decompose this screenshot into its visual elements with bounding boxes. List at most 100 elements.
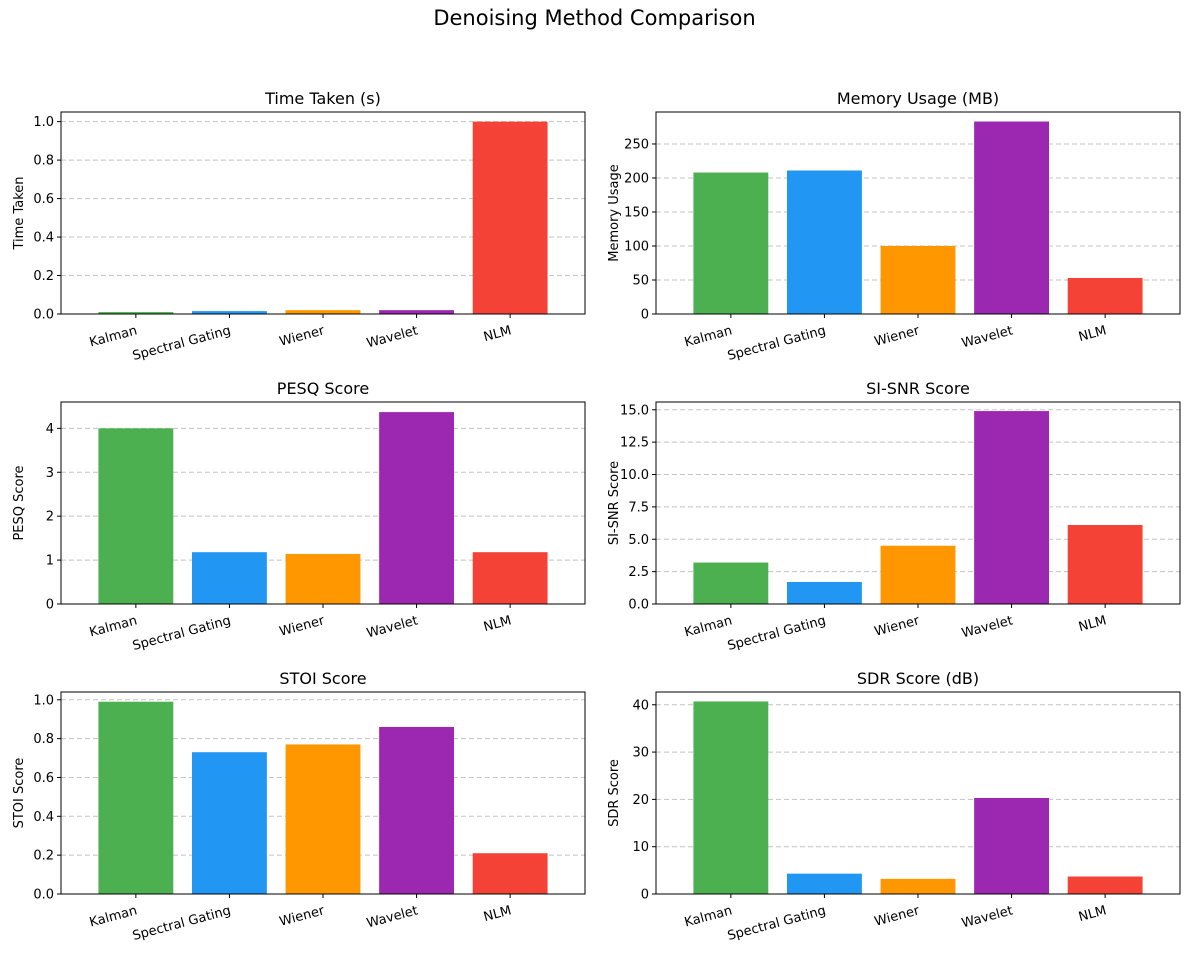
x-tick-label: Wavelet: [365, 613, 419, 641]
bar-wavelet: [379, 726, 454, 894]
chart-title: PESQ Score: [277, 379, 369, 398]
x-tick-label: Spectral Gating: [131, 323, 232, 364]
bar-wiener: [285, 553, 361, 604]
y-tick-label: 0: [46, 598, 54, 613]
x-tick-label: Wavelet: [960, 613, 1014, 641]
y-tick-label: 30: [632, 746, 649, 761]
x-tick-label: Wiener: [873, 613, 922, 640]
bar-spectral-gating: [787, 170, 862, 314]
y-tick-label: 0.2: [33, 269, 54, 284]
y-tick-label: 10: [632, 840, 649, 855]
y-tick-label: 40: [632, 698, 649, 713]
bar-wavelet: [379, 412, 454, 604]
y-axis-label: Time Taken: [12, 176, 27, 250]
y-axis-label: SDR Score: [607, 759, 622, 827]
y-tick-label: 0.0: [628, 598, 649, 613]
bar-wavelet: [379, 310, 454, 314]
x-tick-label: NLM: [482, 613, 513, 635]
y-tick-label: 0.2: [33, 849, 54, 864]
x-tick-label: NLM: [1077, 613, 1108, 635]
y-tick-label: 20: [632, 793, 649, 808]
bar-nlm: [1067, 876, 1143, 894]
x-tick-label: Wiener: [873, 903, 922, 930]
y-tick-label: 0: [641, 308, 649, 323]
bar-nlm: [472, 552, 548, 604]
chart-title: Time Taken (s): [264, 89, 381, 108]
x-tick-label: Wavelet: [365, 323, 419, 351]
x-tick-label: NLM: [1077, 903, 1108, 925]
bar-nlm: [1067, 525, 1143, 604]
y-tick-label: 0.6: [33, 771, 54, 786]
y-tick-label: 0.8: [33, 154, 54, 169]
y-tick-label: 0: [641, 888, 649, 903]
bar-spectral-gating: [192, 552, 267, 604]
bar-wavelet: [974, 797, 1049, 894]
chart-title: SI-SNR Score: [866, 379, 970, 398]
bar-wavelet: [974, 411, 1049, 604]
bar-kalman: [693, 701, 769, 894]
y-tick-label: 2: [46, 510, 54, 525]
x-tick-label: NLM: [1077, 323, 1108, 345]
bar-wiener: [880, 545, 956, 604]
x-tick-label: NLM: [482, 323, 513, 345]
y-tick-label: 0.8: [33, 732, 54, 747]
bar-kalman: [98, 701, 174, 894]
x-tick-label: Wavelet: [365, 903, 419, 931]
bar-spectral-gating: [787, 873, 862, 894]
y-tick-label: 1: [46, 554, 54, 569]
y-tick-label: 50: [632, 273, 649, 288]
figure-title: Denoising Method Comparison: [433, 6, 756, 30]
x-tick-label: Spectral Gating: [726, 903, 827, 944]
x-tick-label: Kalman: [88, 903, 139, 930]
y-tick-label: 10.0: [620, 468, 649, 483]
y-axis-label: Memory Usage: [607, 164, 622, 262]
bar-wiener: [880, 245, 956, 314]
bar-spectral-gating: [192, 752, 267, 894]
y-tick-label: 12.5: [620, 436, 649, 451]
bar-kalman: [98, 428, 174, 604]
y-tick-label: 250: [624, 137, 649, 152]
y-tick-label: 200: [624, 171, 649, 186]
x-tick-label: Spectral Gating: [131, 613, 232, 654]
y-tick-label: 0.4: [33, 810, 54, 825]
y-tick-label: 100: [624, 239, 649, 254]
y-tick-label: 5.0: [628, 533, 649, 548]
x-tick-label: Kalman: [683, 613, 734, 640]
y-tick-label: 1.0: [33, 115, 54, 130]
x-tick-label: Spectral Gating: [726, 613, 827, 654]
bar-kalman: [693, 172, 769, 314]
x-tick-label: Kalman: [88, 323, 139, 350]
bar-wiener: [880, 878, 956, 894]
bar-wavelet: [974, 121, 1049, 315]
bar-nlm: [1067, 277, 1143, 314]
y-tick-label: 3: [46, 466, 54, 481]
y-tick-label: 7.5: [628, 500, 649, 515]
x-tick-label: Wavelet: [960, 903, 1014, 931]
bar-kalman: [98, 312, 174, 314]
y-tick-label: 0.4: [33, 231, 54, 246]
bar-nlm: [472, 853, 548, 894]
chart-title: Memory Usage (MB): [837, 89, 999, 108]
y-axis-label: PESQ Score: [12, 465, 27, 540]
bar-kalman: [693, 562, 769, 604]
y-tick-label: 0.6: [33, 192, 54, 207]
x-tick-label: Wiener: [278, 903, 327, 930]
bar-wiener: [285, 744, 361, 894]
y-axis-label: SI-SNR Score: [607, 461, 622, 545]
y-tick-label: 15.0: [620, 403, 649, 418]
x-tick-label: Wavelet: [960, 323, 1014, 351]
chart-title: SDR Score (dB): [857, 669, 979, 688]
x-tick-label: Kalman: [88, 613, 139, 640]
x-tick-label: Spectral Gating: [726, 323, 827, 364]
chart-title: STOI Score: [279, 669, 366, 688]
y-axis-label: STOI Score: [12, 758, 27, 829]
y-tick-label: 0.0: [33, 888, 54, 903]
y-tick-label: 0.0: [33, 308, 54, 323]
bar-spectral-gating: [787, 581, 862, 604]
